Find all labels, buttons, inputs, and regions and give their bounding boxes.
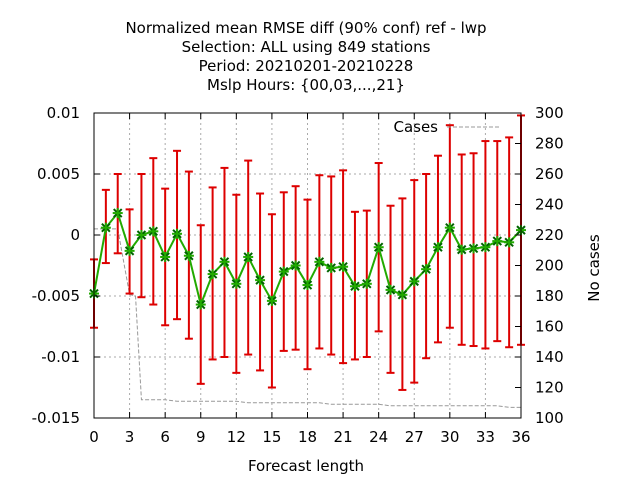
y-tick-label: -0.01 (41, 348, 80, 366)
data-point (444, 222, 455, 233)
data-point (409, 276, 420, 287)
data-point (255, 275, 266, 286)
data-point (243, 251, 254, 262)
data-point (468, 243, 479, 254)
data-point (456, 244, 467, 255)
data-point (136, 230, 147, 240)
y2-tick-label: 260 (535, 165, 564, 183)
data-point (504, 237, 515, 248)
data-point (112, 208, 123, 219)
legend-label-cases: Cases (393, 118, 438, 136)
data-point (397, 289, 408, 300)
title-line: Mslp Hours: {00,03,...,21} (207, 76, 405, 94)
data-point (160, 251, 171, 262)
y2-tick-label: 200 (535, 257, 564, 275)
x-tick-label: 18 (298, 428, 317, 446)
data-point (148, 226, 159, 237)
data-point (183, 250, 194, 261)
x-tick-label: 9 (196, 428, 206, 446)
x-tick-label: 12 (227, 428, 246, 446)
data-point (219, 256, 230, 267)
data-point (326, 262, 337, 273)
y2-tick-label: 280 (535, 135, 564, 153)
x-axis-title: Forecast length (248, 457, 364, 475)
y2-tick-label: 100 (535, 409, 564, 427)
y-tick-label: 0.01 (47, 104, 80, 122)
cases-line (94, 228, 521, 408)
y2-tick-label: 240 (535, 196, 564, 214)
x-tick-label: 21 (334, 428, 353, 446)
x-tick-label: 36 (511, 428, 530, 446)
y2-tick-label: 220 (535, 226, 564, 244)
x-tick-label: 30 (440, 428, 459, 446)
data-point (385, 284, 396, 295)
y2-tick-label: 160 (535, 318, 564, 336)
data-point (290, 260, 301, 271)
y2-tick-label: 140 (535, 348, 564, 366)
x-tick-label: 27 (405, 428, 424, 446)
data-point (172, 228, 183, 239)
data-point (195, 299, 206, 310)
x-tick-label: 6 (160, 428, 170, 446)
data-point (302, 280, 313, 291)
data-point (361, 278, 372, 289)
y2-tick-label: 300 (535, 104, 564, 122)
y-tick-label: 0.005 (37, 165, 80, 183)
title-line: Normalized mean RMSE diff (90% conf) ref… (125, 19, 486, 37)
data-point (207, 269, 218, 280)
data-point (480, 242, 491, 253)
x-tick-label: 33 (476, 428, 495, 446)
data-point (338, 261, 349, 272)
error-bars (90, 114, 525, 391)
y2-tick-label: 120 (535, 379, 564, 397)
chart-title: Normalized mean RMSE diff (90% conf) ref… (125, 19, 486, 94)
y-tick-label: 0 (70, 226, 80, 244)
y2-tick-label: 180 (535, 287, 564, 305)
ticks: 0 3 6 9 12 15 18 21 24 27 30 33 36-0.015-0.01-0.0050… (32, 104, 564, 446)
data-point (266, 295, 277, 306)
x-tick-label: 15 (262, 428, 281, 446)
y-tick-label: -0.015 (32, 409, 80, 427)
data-point (492, 236, 503, 247)
data-point (373, 242, 384, 253)
data-point (124, 245, 135, 256)
data-point (349, 281, 360, 292)
title-line: Period: 20210201-20210228 (199, 57, 414, 75)
title-line: Selection: ALL using 849 stations (182, 38, 431, 56)
x-tick-label: 3 (125, 428, 135, 446)
y2-axis-title: No cases (585, 234, 603, 302)
legend: Cases (393, 118, 500, 136)
data-point (314, 256, 325, 267)
y-tick-label: -0.005 (32, 287, 80, 305)
data-point (100, 222, 111, 233)
data-point (432, 242, 443, 253)
cases-layer (94, 228, 521, 408)
data-point (278, 266, 289, 277)
x-tick-label: 0 (89, 428, 99, 446)
x-tick-label: 24 (369, 428, 388, 446)
data-point (421, 264, 432, 275)
data-point (231, 278, 242, 289)
